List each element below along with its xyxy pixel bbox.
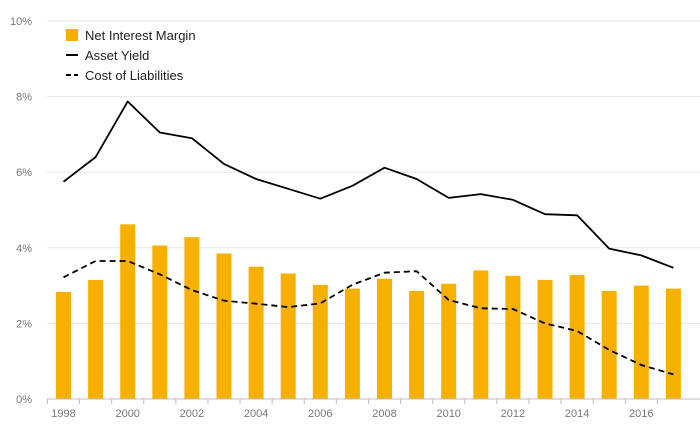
bar-2005 (280, 273, 296, 399)
bar-2006 (312, 284, 328, 399)
legend-label-asset-yield: Asset Yield (85, 48, 149, 63)
bar-1998 (56, 292, 71, 399)
bar-2010 (441, 283, 457, 399)
bar-2000 (120, 224, 136, 399)
series-line-cost-of-liabilities (63, 260, 674, 376)
bar-2007 (344, 288, 360, 399)
legend-swatch-net-interest-margin (66, 29, 78, 41)
x-tick-label: 1998 (51, 408, 75, 420)
bar-2008 (377, 278, 392, 399)
x-tick-label: 2014 (565, 408, 589, 420)
x-tick-label: 2002 (180, 408, 204, 420)
x-tick-label: 2000 (115, 408, 139, 420)
bar-2016 (633, 285, 649, 399)
grid-lines (47, 20, 700, 324)
bar-2002 (184, 237, 200, 399)
legend-label-net-interest-margin: Net Interest Margin (85, 28, 196, 43)
bar-2004 (248, 266, 264, 399)
series-line-asset-yield (62, 100, 674, 269)
y-tick-label: 2% (16, 318, 32, 330)
bar-2014 (569, 275, 585, 399)
bar-2012 (505, 275, 521, 399)
y-tick-label: 10% (10, 16, 32, 28)
y-tick-label: 4% (16, 243, 32, 255)
axes: 0% 2% 4% 6% 8% 10% 1998 2000 2002 2004 2006 2008 201… (10, 16, 700, 420)
bar-2013 (537, 279, 553, 399)
line-series (62, 100, 674, 376)
bar-2001 (152, 245, 168, 399)
bar-series (56, 224, 681, 399)
y-tick-label: 0% (16, 394, 32, 406)
x-tick-label: 2008 (372, 408, 396, 420)
x-tick-label: 2012 (501, 408, 525, 420)
bar-2003 (216, 253, 232, 399)
y-tick-label: 6% (16, 167, 32, 179)
y-tick-label: 8% (16, 92, 32, 104)
bar-2015 (601, 290, 617, 399)
bar-2017 (665, 288, 681, 399)
x-tick-label: 2006 (308, 408, 332, 420)
x-tick-label: 2004 (244, 408, 268, 420)
bar-2009 (409, 290, 425, 399)
legend: Net Interest Margin Asset Yield Cost of … (66, 28, 196, 83)
x-tick-label: 2016 (629, 408, 653, 420)
bar-1999 (88, 279, 104, 399)
x-tick-label: 2010 (436, 408, 460, 420)
legend-label-cost-of-liabilities: Cost of Liabilities (85, 68, 184, 83)
bar-2011 (473, 270, 489, 399)
